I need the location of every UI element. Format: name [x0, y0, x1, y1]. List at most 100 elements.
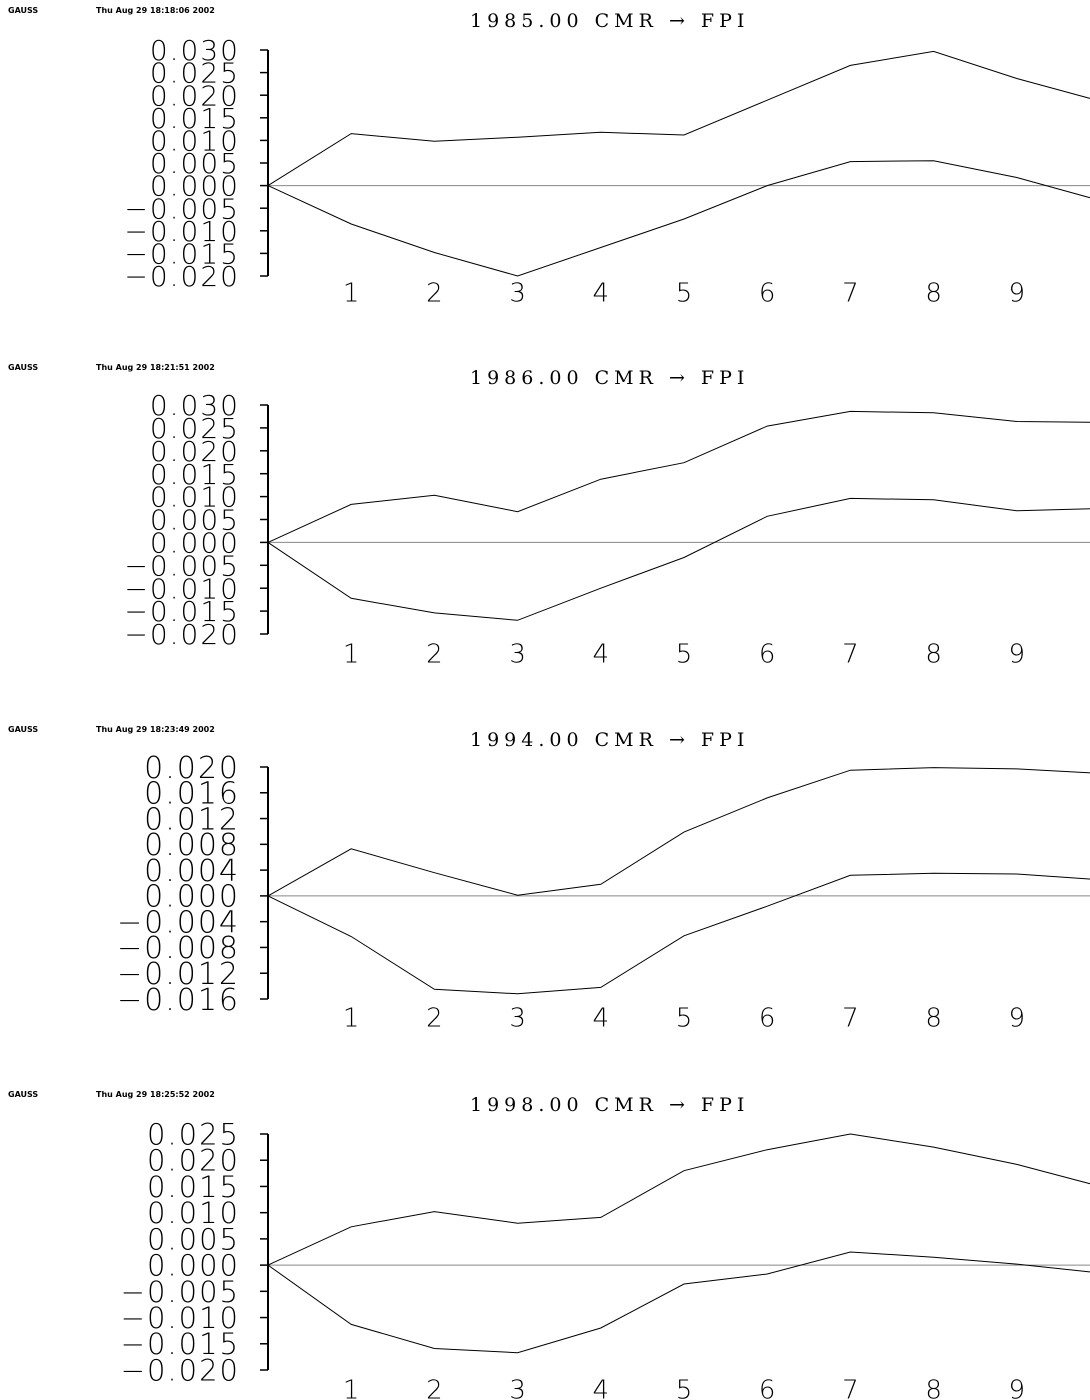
y-tick-label: 0.025: [150, 412, 240, 445]
y-tick-label: 0.008: [144, 828, 240, 863]
chart-plot-2: 0.0300.0250.0200.0150.0100.0050.000−0.00…: [124, 389, 1090, 669]
y-tick-label: 0.005: [147, 1222, 240, 1256]
y-tick-label: 0.010: [147, 1196, 240, 1230]
y-tick-label: 0.010: [150, 481, 240, 514]
y-tick-label: −0.008: [117, 931, 240, 966]
y-tick-label: 0.015: [150, 458, 240, 491]
x-tick-label: 1: [343, 1003, 360, 1033]
program-label: GAUSS: [8, 6, 39, 15]
y-tick-label: −0.016: [117, 983, 240, 1018]
chart-title: 1994.00 CMR → FPI: [470, 729, 750, 751]
y-tick-label: −0.010: [124, 572, 240, 605]
y-tick-label: 0.015: [147, 1170, 240, 1204]
x-tick-label: 9: [1009, 639, 1026, 669]
y-tick-label: 0.025: [147, 1117, 240, 1151]
x-tick-label: 2: [426, 1375, 443, 1400]
x-tick-label: 8: [925, 1003, 942, 1033]
y-tick-label: −0.010: [121, 1301, 240, 1335]
y-tick-label: −0.015: [124, 595, 240, 628]
y-tick-label: −0.015: [121, 1327, 240, 1361]
y-tick-label: 0.015: [150, 102, 240, 135]
y-tick-label: 0.030: [150, 389, 240, 422]
series-line-2: [267, 497, 1090, 621]
chart-plot-1: 0.0300.0250.0200.0150.0100.0050.000−0.00…: [124, 34, 1090, 308]
chart-title: 1998.00 CMR → FPI: [470, 1094, 750, 1116]
x-tick-label: 6: [759, 1375, 776, 1400]
y-tick-label: 0.000: [150, 170, 240, 203]
timestamp-label: Thu Aug 29 18:23:49 2002: [96, 725, 215, 734]
x-tick-label: 3: [509, 1003, 526, 1033]
y-tick-label: −0.005: [121, 1275, 240, 1309]
y-tick-label: −0.020: [121, 1353, 240, 1387]
x-tick-label: 5: [676, 1375, 693, 1400]
chart-panel-2: GAUSS Thu Aug 29 18:21:51 2002 1986.00 C…: [0, 357, 1090, 702]
y-tick-label: 0.020: [144, 751, 240, 786]
y-tick-label: 0.005: [150, 504, 240, 537]
y-tick-label: 0.010: [150, 124, 240, 157]
y-tick-label: 0.000: [150, 526, 240, 559]
x-tick-label: 2: [426, 1003, 443, 1033]
x-tick-label: 3: [509, 1375, 526, 1400]
series-line-1: [267, 1133, 1090, 1266]
y-tick-label: −0.005: [124, 192, 240, 225]
y-tick-label: 0.020: [147, 1144, 240, 1178]
x-tick-label: 7: [842, 639, 859, 669]
x-tick-label: 3: [509, 278, 526, 308]
x-tick-label: 7: [842, 278, 859, 308]
y-tick-label: 0.000: [144, 880, 240, 915]
series-line-1: [267, 767, 1090, 897]
y-tick-label: −0.020: [124, 618, 240, 651]
series-line-2: [267, 872, 1090, 995]
y-tick-label: 0.020: [150, 79, 240, 112]
program-label: GAUSS: [8, 1090, 39, 1099]
y-tick-label: 0.016: [144, 777, 240, 812]
x-tick-label: 2: [426, 278, 443, 308]
x-tick-label: 2: [426, 639, 443, 669]
x-tick-label: 8: [925, 278, 942, 308]
chart-plot-3: 0.0200.0160.0120.0080.0040.000−0.004−0.0…: [117, 751, 1090, 1033]
series-line-2: [267, 160, 1090, 277]
series-line-2: [267, 1251, 1090, 1354]
y-tick-label: 0.005: [150, 147, 240, 180]
y-tick-label: −0.015: [124, 237, 240, 270]
series-line-1: [267, 410, 1090, 543]
y-tick-label: −0.020: [124, 260, 240, 293]
y-tick-label: 0.020: [150, 435, 240, 468]
y-tick-label: −0.012: [117, 957, 240, 992]
x-tick-label: 8: [925, 1375, 942, 1400]
x-tick-label: 9: [1009, 278, 1026, 308]
timestamp-label: Thu Aug 29 18:18:06 2002: [96, 6, 215, 15]
y-tick-label: −0.004: [117, 905, 240, 940]
x-tick-label: 4: [593, 1003, 610, 1033]
timestamp-label: Thu Aug 29 18:25:52 2002: [96, 1090, 215, 1099]
x-tick-label: 8: [925, 639, 942, 669]
x-tick-label: 5: [676, 1003, 693, 1033]
chart-title: 1986.00 CMR → FPI: [470, 367, 750, 389]
x-tick-label: 5: [676, 639, 693, 669]
chart-title: 1985.00 CMR → FPI: [470, 10, 750, 32]
timestamp-label: Thu Aug 29 18:21:51 2002: [96, 363, 215, 372]
x-tick-label: 4: [593, 1375, 610, 1400]
x-tick-label: 4: [593, 639, 610, 669]
y-tick-label: −0.010: [124, 215, 240, 248]
x-tick-label: 6: [759, 1003, 776, 1033]
y-tick-label: 0.012: [144, 802, 240, 837]
x-tick-label: 1: [343, 639, 360, 669]
x-tick-label: 7: [842, 1003, 859, 1033]
program-label: GAUSS: [8, 363, 39, 372]
x-tick-label: 9: [1009, 1003, 1026, 1033]
y-tick-label: 0.000: [147, 1249, 240, 1283]
chart-plot-4: 0.0250.0200.0150.0100.0050.000−0.005−0.0…: [121, 1117, 1090, 1400]
x-tick-label: 9: [1009, 1375, 1026, 1400]
x-tick-label: 5: [676, 278, 693, 308]
chart-panel-3: GAUSS Thu Aug 29 18:23:49 2002 1994.00 C…: [0, 719, 1090, 1059]
x-tick-label: 1: [343, 1375, 360, 1400]
y-tick-label: 0.030: [150, 34, 240, 67]
chart-panel-1: GAUSS Thu Aug 29 18:18:06 2002 1985.00 C…: [0, 0, 1090, 345]
y-tick-label: −0.005: [124, 549, 240, 582]
program-label: GAUSS: [8, 725, 39, 734]
chart-panel-4: GAUSS Thu Aug 29 18:25:52 2002 1998.00 C…: [0, 1084, 1090, 1400]
x-tick-label: 4: [593, 278, 610, 308]
series-line-1: [267, 50, 1090, 187]
x-tick-label: 6: [759, 278, 776, 308]
